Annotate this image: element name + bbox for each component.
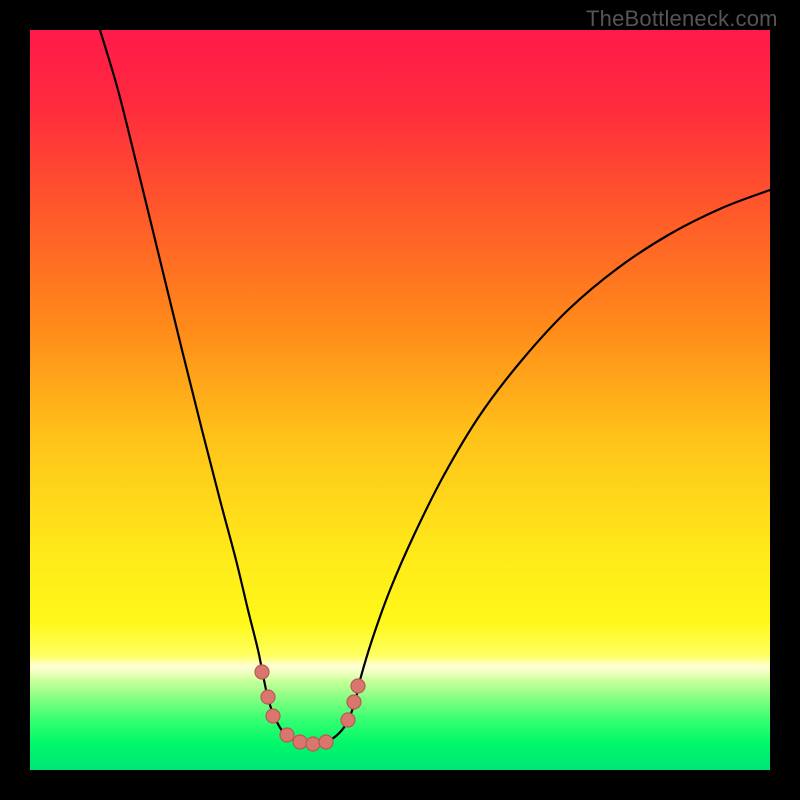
gradient-background [30,30,770,770]
valley-marker [280,728,294,742]
plot-area [30,30,770,770]
valley-marker [293,735,307,749]
valley-marker [261,690,275,704]
plot-svg [30,30,770,770]
valley-marker [255,665,269,679]
valley-marker [341,713,355,727]
valley-marker [351,679,365,693]
chart-frame [30,30,770,770]
watermark-text: TheBottleneck.com [586,6,778,32]
valley-marker [266,709,280,723]
valley-marker [347,695,361,709]
valley-marker [306,737,320,751]
valley-marker [319,735,333,749]
